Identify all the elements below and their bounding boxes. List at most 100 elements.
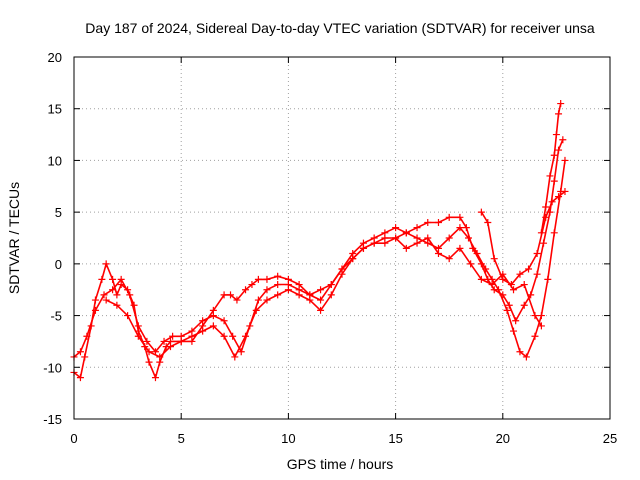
series-line — [73, 159, 566, 358]
data-point — [392, 224, 400, 232]
data-point — [548, 198, 556, 206]
data-point — [445, 234, 453, 242]
data-point — [550, 229, 558, 237]
y-tick-label: -10 — [43, 360, 62, 375]
data-point — [102, 260, 110, 268]
data-point — [242, 286, 250, 294]
data-point — [263, 286, 271, 294]
data-point — [557, 100, 565, 108]
data-point — [507, 281, 515, 289]
series-line — [480, 190, 566, 286]
data-point — [91, 306, 99, 314]
grid — [74, 57, 610, 419]
y-tick-label: 0 — [55, 257, 62, 272]
data-point — [102, 296, 110, 304]
data-point — [306, 296, 314, 304]
data-point — [229, 332, 237, 340]
data-point — [467, 260, 475, 268]
data-point — [317, 286, 325, 294]
data-point — [254, 296, 262, 304]
data-point — [327, 291, 335, 299]
data-point — [145, 348, 153, 356]
data-point — [338, 270, 346, 278]
x-tick-label: 10 — [281, 431, 295, 446]
data-point — [392, 234, 400, 242]
series-track-c — [102, 234, 545, 361]
data-point — [510, 286, 518, 294]
data-point — [533, 250, 541, 258]
data-point — [145, 358, 153, 366]
x-axis-title: GPS time / hours — [287, 456, 394, 472]
data-point — [531, 332, 539, 340]
data-point — [413, 239, 421, 247]
data-point — [242, 332, 250, 340]
y-tick-label: 5 — [55, 205, 62, 220]
data-point — [531, 312, 539, 320]
data-series-layer — [70, 100, 569, 382]
series-track-d — [477, 187, 569, 289]
x-tick-label: 20 — [496, 431, 510, 446]
data-point — [124, 312, 132, 320]
y-tick-label: 20 — [48, 50, 62, 65]
data-point — [482, 265, 490, 273]
data-point — [445, 255, 453, 263]
data-point — [550, 151, 558, 159]
data-point — [370, 239, 378, 247]
data-point — [160, 337, 168, 345]
data-point — [462, 224, 470, 232]
data-point — [520, 301, 528, 309]
data-point — [559, 136, 567, 144]
data-point — [561, 187, 569, 195]
data-point — [117, 275, 125, 283]
data-point — [317, 306, 325, 314]
data-point — [505, 301, 513, 309]
data-point — [484, 218, 492, 226]
data-point — [495, 286, 503, 294]
data-point — [413, 224, 421, 232]
data-point — [550, 177, 558, 185]
data-point — [510, 327, 518, 335]
data-point — [464, 234, 472, 242]
data-point — [134, 322, 142, 330]
data-point — [327, 281, 335, 289]
x-axis-ticks: 0 5 10 15 20 25 — [70, 57, 617, 446]
data-point — [151, 374, 159, 382]
data-point — [209, 322, 217, 330]
data-point — [220, 332, 228, 340]
data-point — [555, 193, 563, 201]
data-point — [248, 281, 256, 289]
y-tick-label: -5 — [50, 309, 62, 324]
data-point — [402, 244, 410, 252]
data-point — [477, 275, 485, 283]
data-point — [317, 296, 325, 304]
data-point — [126, 291, 134, 299]
data-point — [143, 337, 151, 345]
data-point — [456, 244, 464, 252]
data-point — [503, 306, 511, 314]
data-point — [263, 275, 271, 283]
data-point — [424, 218, 432, 226]
data-point — [274, 272, 282, 280]
x-tick-label: 15 — [388, 431, 402, 446]
data-point — [113, 301, 121, 309]
data-point — [263, 296, 271, 304]
data-point — [525, 265, 533, 273]
data-point — [113, 291, 121, 299]
series-track-e — [537, 100, 565, 237]
data-point — [109, 275, 117, 283]
series-line — [105, 237, 543, 358]
data-point — [156, 353, 164, 361]
data-point — [83, 332, 91, 340]
y-axis-ticks: -15 -10 -5 0 5 10 15 20 — [43, 50, 610, 427]
data-point — [456, 224, 464, 232]
data-point — [546, 172, 554, 180]
data-point — [199, 327, 207, 335]
data-point — [537, 322, 545, 330]
data-point — [434, 250, 442, 258]
data-point — [188, 332, 196, 340]
data-point — [177, 337, 185, 345]
data-point — [349, 255, 357, 263]
data-point — [424, 234, 432, 242]
data-point — [220, 291, 228, 299]
